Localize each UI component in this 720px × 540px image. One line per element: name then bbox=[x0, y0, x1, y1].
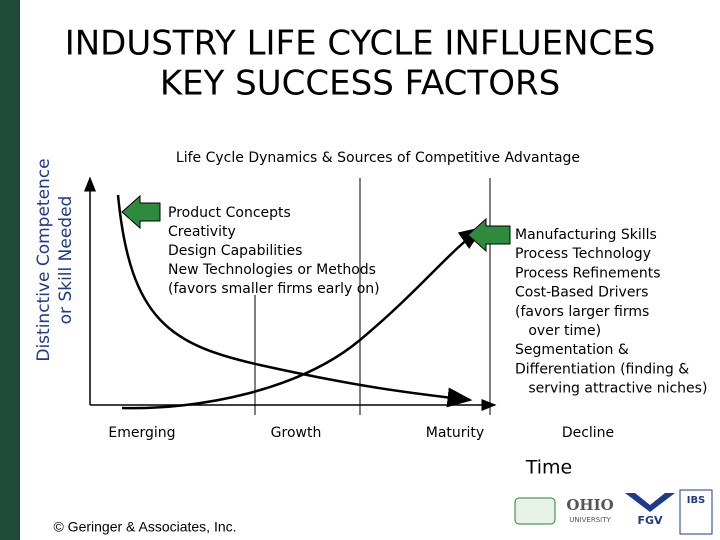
factor-line: serving attractive niches) bbox=[515, 381, 707, 397]
title-line: KEY SUCCESS FACTORS bbox=[160, 64, 560, 104]
y-label-line: Distinctive Competence bbox=[34, 158, 54, 361]
factor-line: Design Capabilities bbox=[168, 243, 302, 259]
subtitle: Life Cycle Dynamics & Sources of Competi… bbox=[176, 150, 580, 166]
factor-line: Segmentation & bbox=[515, 342, 629, 358]
logo-text: FGV bbox=[637, 514, 663, 527]
factor-line: over time) bbox=[515, 323, 601, 339]
early-factors: Product Concepts Creativity Design Capabil… bbox=[168, 205, 380, 297]
factor-line: Creativity bbox=[168, 224, 236, 240]
factor-line: (favors larger firms bbox=[515, 304, 649, 320]
y-label-line: or Skill Needed bbox=[56, 196, 76, 325]
declining-curve bbox=[116, 194, 473, 408]
logo-text: OHIO bbox=[566, 496, 613, 514]
x-axis-label: Time bbox=[525, 457, 573, 479]
logo bbox=[514, 497, 556, 525]
logo bbox=[625, 493, 675, 512]
logo bbox=[679, 489, 713, 535]
stage-label: Maturity bbox=[426, 425, 484, 441]
copyright: © Geringer & Associates, Inc. bbox=[53, 519, 236, 535]
factor-line: Product Concepts bbox=[168, 205, 291, 221]
late-factors: Manufacturing Skills Process Technology Pr… bbox=[515, 227, 707, 397]
rising-curve bbox=[121, 226, 485, 410]
factor-line: Differentiation (finding & bbox=[515, 361, 689, 377]
factor-line: (favors smaller firms early on) bbox=[168, 281, 380, 297]
logo-text: UNIVERSITY bbox=[569, 516, 611, 524]
factor-line: Process Refinements bbox=[515, 265, 660, 281]
y-axis-label: Distinctive Competence or Skill Needed bbox=[34, 158, 76, 361]
green-arrow bbox=[121, 194, 161, 230]
stage-labels: Emerging Growth Maturity Decline bbox=[108, 425, 614, 441]
side-stripe bbox=[0, 0, 20, 540]
factor-line: Cost-Based Drivers bbox=[515, 285, 648, 301]
stage-label: Growth bbox=[271, 425, 322, 441]
factor-line: Process Technology bbox=[515, 246, 651, 262]
factor-line: New Technologies or Methods bbox=[168, 262, 376, 278]
stage-label: Decline bbox=[562, 425, 614, 441]
green-arrow bbox=[467, 217, 511, 253]
logo-text: IBS bbox=[687, 495, 706, 506]
title-line: INDUSTRY LIFE CYCLE INFLUENCES bbox=[65, 24, 656, 64]
factor-line: Manufacturing Skills bbox=[515, 227, 657, 243]
stage-label: Emerging bbox=[108, 425, 175, 441]
